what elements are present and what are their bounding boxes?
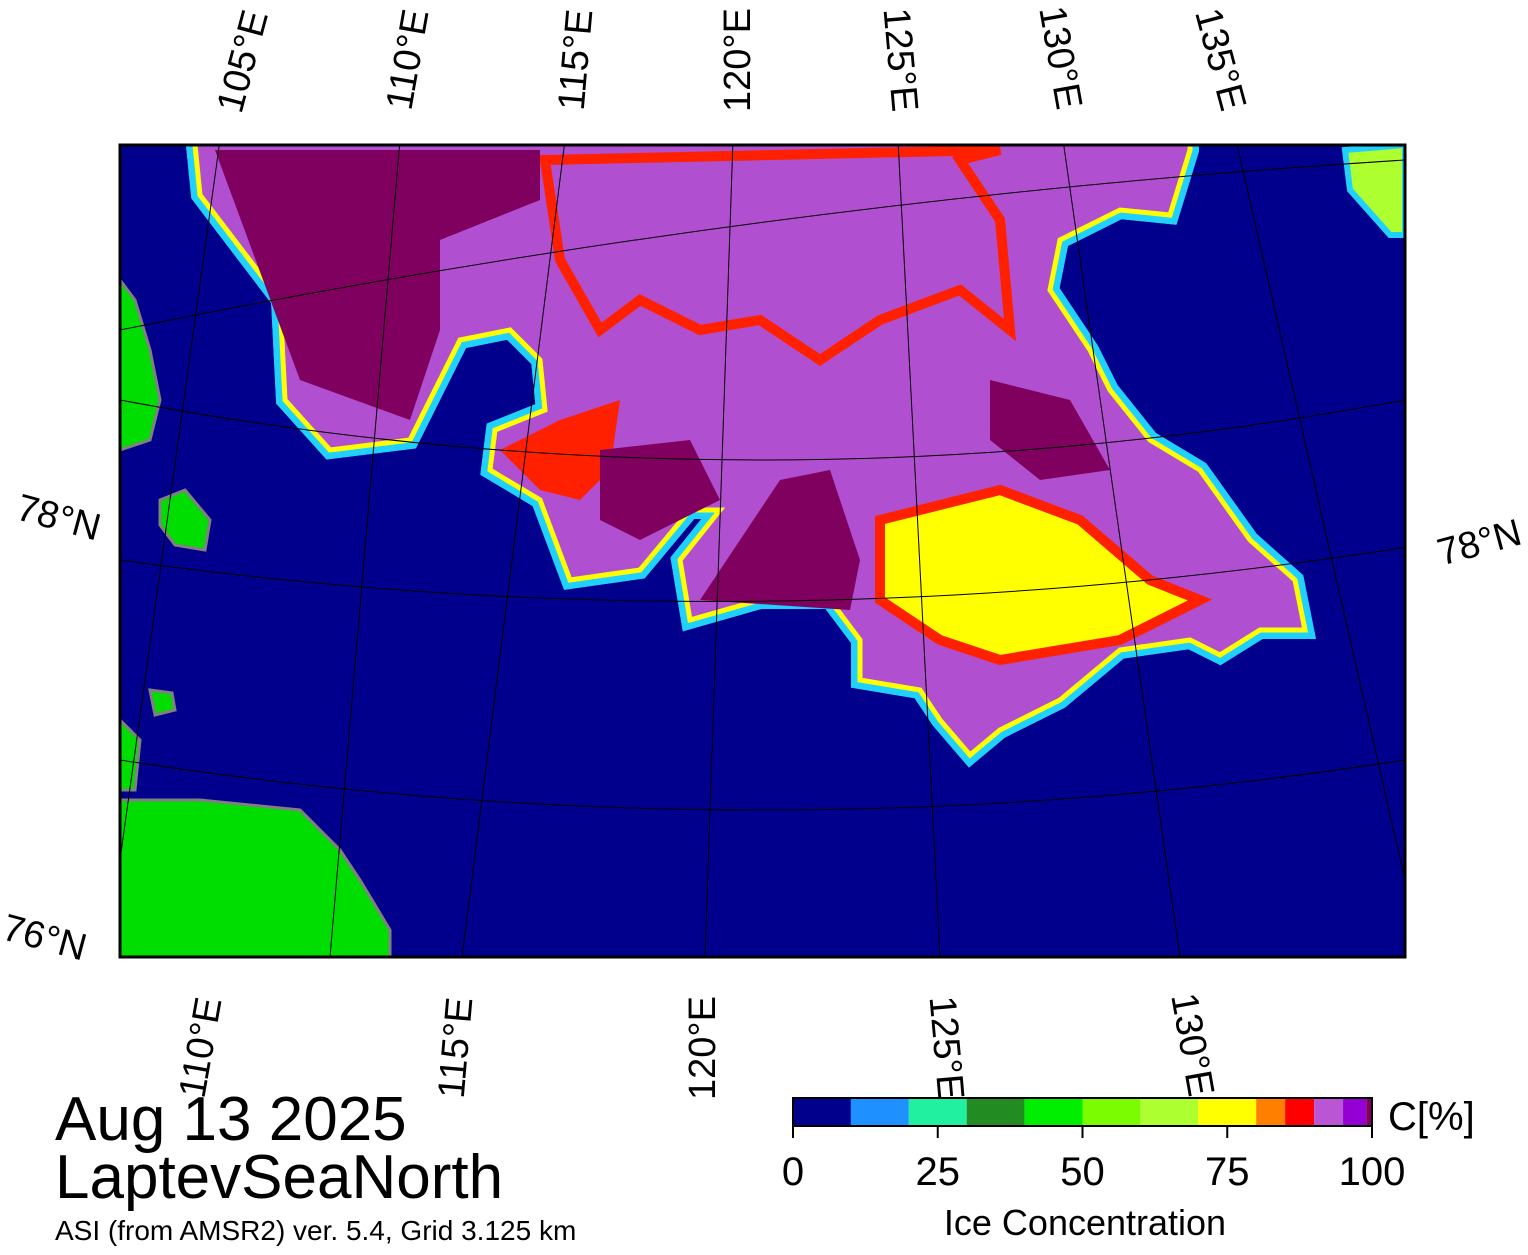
ice-dense [215, 150, 540, 420]
ice-red [500, 400, 620, 500]
region: LaptevSeaNorth [55, 1143, 503, 1212]
colorbar-segment [793, 1098, 851, 1126]
sea-ice [186, 145, 1405, 768]
longitude-label: 120°E [682, 996, 724, 1100]
ice-yellow [875, 484, 1213, 666]
source: ASI (from AMSR2) ver. 5.4, Grid 3.125 km [55, 1215, 576, 1246]
colorbar-tick-label: 100 [1339, 1150, 1406, 1194]
colorbar-segment [1082, 1098, 1141, 1126]
colorbar-segment [1343, 1098, 1367, 1126]
longitude-label: 130°E [1162, 990, 1221, 1100]
colorbar-segment [850, 1098, 909, 1126]
longitude-label: 115°E [431, 996, 482, 1100]
colorbar-segment [908, 1098, 967, 1126]
longitude-label: 125°E [875, 6, 926, 113]
date: Aug 13 2025 [55, 1085, 407, 1154]
colorbar-segment [1024, 1098, 1083, 1126]
ice-dense [700, 470, 860, 610]
colorbar-segment [1314, 1098, 1344, 1126]
land [120, 277, 392, 957]
longitude-label: 130°E [1030, 3, 1089, 113]
colorbar-title: Ice Concentration [944, 1202, 1226, 1243]
colorbar-segment [1140, 1098, 1199, 1126]
ice-red [539, 145, 1017, 367]
colorbar-tick-label: 0 [782, 1150, 804, 1194]
latitude-label: 78°N [1433, 512, 1526, 575]
longitude-label: 135°E [1186, 4, 1253, 115]
map-area [120, 145, 1405, 957]
colorbar-unit: C[%] [1388, 1095, 1475, 1139]
longitude-label: 110°E [379, 6, 438, 113]
longitude-label: 115°E [551, 8, 602, 112]
map-frame [118, 143, 1407, 959]
colorbar-segment [1256, 1098, 1286, 1126]
colorbar-tick-label: 50 [1060, 1150, 1105, 1194]
colorbar-segment [966, 1098, 1025, 1126]
colorbar-segment [1366, 1098, 1372, 1126]
latitude-label: 76°N [0, 907, 91, 970]
ice-dense [600, 440, 720, 540]
ice-dense [990, 380, 1110, 480]
graticule [120, 145, 1405, 957]
longitude-label: 120°E [717, 8, 759, 112]
colorbar-segment [1285, 1098, 1315, 1126]
colorbar-segment [1198, 1098, 1257, 1126]
colorbar-tick-label: 25 [916, 1150, 961, 1194]
longitude-label: 105°E [209, 6, 276, 117]
latitude-label: 78°N [12, 487, 105, 550]
longitude-label: 125°E [921, 994, 972, 1101]
colorbar-tick-label: 75 [1205, 1150, 1250, 1194]
